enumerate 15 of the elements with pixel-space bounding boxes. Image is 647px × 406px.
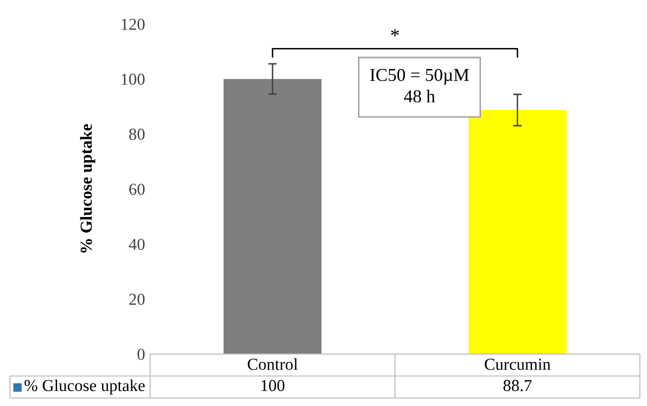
annotation: * (391, 29, 399, 36)
y-tick-label: 60 (129, 184, 145, 195)
y-tick-label: 40 (128, 238, 145, 250)
data-label: 88.7 (503, 380, 532, 392)
data-label: 100 (262, 380, 284, 392)
y-tick-label: 0 (138, 348, 145, 360)
y-tick-label: 80 (129, 128, 145, 140)
text: % Glucose uptake (24, 379, 145, 395)
x-tick-label: Curcumin (484, 358, 551, 370)
y-axis-title: % Glucose uptake (80, 124, 96, 253)
y-tick-label: 100 (122, 74, 145, 85)
x-tick-label: Control (248, 358, 298, 370)
annotation: IC50 = 50µM 48 h (370, 68, 469, 102)
y-tick-label: 20 (129, 294, 145, 305)
y-tick-label: 120 (122, 18, 145, 30)
